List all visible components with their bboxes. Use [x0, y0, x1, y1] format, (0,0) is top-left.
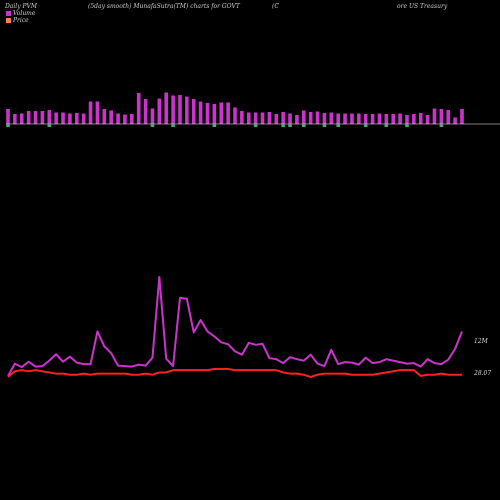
volume-bar: [185, 96, 189, 124]
down-marker: [439, 124, 444, 127]
volume-bar: [439, 109, 444, 124]
down-marker: [288, 124, 292, 127]
volume-bar: [336, 113, 340, 124]
down-marker: [301, 124, 306, 127]
volume-bar: [123, 114, 127, 124]
volume-bar: [81, 113, 86, 124]
volume-bar: [240, 111, 244, 124]
volume-bar: [233, 107, 237, 124]
down-marker: [336, 124, 340, 127]
volume-bar: [150, 108, 155, 124]
legend-volume-swatch: [6, 11, 11, 16]
volume-bar: [253, 112, 258, 124]
volume-bar: [412, 114, 416, 124]
volume-bar: [88, 101, 93, 124]
volume-bar: [308, 112, 313, 124]
legend-price: Price: [6, 17, 29, 24]
price-last-label: 28.07: [473, 370, 491, 377]
volume-bar: [164, 92, 169, 124]
volume-bar: [350, 113, 354, 124]
chart-header-left: Daily PVM: [5, 3, 38, 10]
legend-volume: Volume: [6, 10, 35, 17]
volume-bar: [6, 109, 10, 124]
volume-bar: [61, 112, 65, 124]
volume-bar: [191, 99, 196, 124]
volume-bar: [453, 117, 457, 124]
legend-price-swatch: [6, 18, 11, 23]
volume-bar: [54, 112, 58, 124]
volume-bar: [157, 98, 162, 124]
volume-bar: [136, 93, 141, 124]
chart-title: (5day smooth) MunafaSutra(TM) charts for…: [88, 3, 240, 10]
volume-bar: [171, 95, 175, 124]
volume-bar: [377, 113, 382, 124]
volume-bar: [226, 102, 230, 124]
volume-bar: [178, 95, 182, 124]
volume-bar: [13, 114, 17, 124]
volume-bar: [301, 110, 306, 124]
down-marker: [6, 124, 10, 127]
down-marker: [253, 124, 258, 127]
legend-price-label: Price: [13, 17, 29, 24]
volume-bar: [281, 112, 285, 124]
volume-last-label: 12M: [474, 338, 489, 345]
volume-bar: [102, 109, 107, 124]
down-marker: [47, 124, 52, 127]
volume-bar: [288, 113, 292, 124]
volume-bar: [219, 102, 224, 124]
volume-bar: [274, 114, 279, 124]
volume-bar: [370, 114, 375, 124]
series-lines: [7, 276, 463, 378]
down-marker: [363, 124, 368, 127]
volume-bar: [357, 113, 361, 124]
volume-bar: [40, 111, 45, 124]
volume-bar: [391, 114, 396, 124]
volume-bar: [205, 103, 210, 124]
volume-bar: [315, 111, 320, 124]
down-marker: [384, 124, 389, 127]
down-marker: [212, 124, 217, 127]
volume-bar: [460, 109, 464, 124]
volume-bars: [6, 92, 464, 127]
down-marker: [405, 124, 409, 127]
volume-line: [7, 276, 463, 377]
volume-bar: [212, 104, 217, 124]
volume-bar: [329, 112, 334, 124]
volume-bar: [398, 113, 402, 124]
volume-bar: [425, 115, 430, 124]
chart-header-right-a: (C: [272, 3, 279, 10]
volume-bar: [405, 115, 409, 124]
volume-bar: [260, 112, 265, 124]
price-line: [7, 368, 462, 378]
volume-bar: [246, 112, 251, 124]
volume-bar: [432, 108, 437, 124]
volume-bar: [363, 114, 368, 124]
volume-bar: [26, 111, 31, 124]
volume-bar: [68, 113, 72, 124]
volume-bar: [322, 113, 327, 124]
down-marker: [322, 124, 327, 127]
volume-bar: [446, 110, 451, 124]
down-marker: [281, 124, 285, 127]
volume-bar: [267, 112, 272, 124]
volume-bar: [295, 115, 299, 124]
volume-bar: [74, 113, 79, 124]
down-marker: [171, 124, 175, 127]
volume-bar: [33, 111, 38, 124]
volume-bar: [198, 101, 203, 124]
volume-bar: [143, 99, 148, 124]
chart-header-right-b: ore US Treasury: [397, 3, 448, 10]
down-marker: [150, 124, 155, 127]
volume-bar: [384, 114, 389, 124]
legend-volume-label: Volume: [13, 10, 36, 17]
volume-bar: [95, 101, 100, 124]
volume-bar: [109, 110, 113, 124]
volume-bar: [418, 113, 423, 124]
volume-bar: [19, 113, 24, 124]
volume-bar: [343, 113, 347, 124]
volume-bar: [130, 114, 134, 124]
volume-bar: [116, 113, 120, 124]
volume-bar: [47, 110, 52, 124]
